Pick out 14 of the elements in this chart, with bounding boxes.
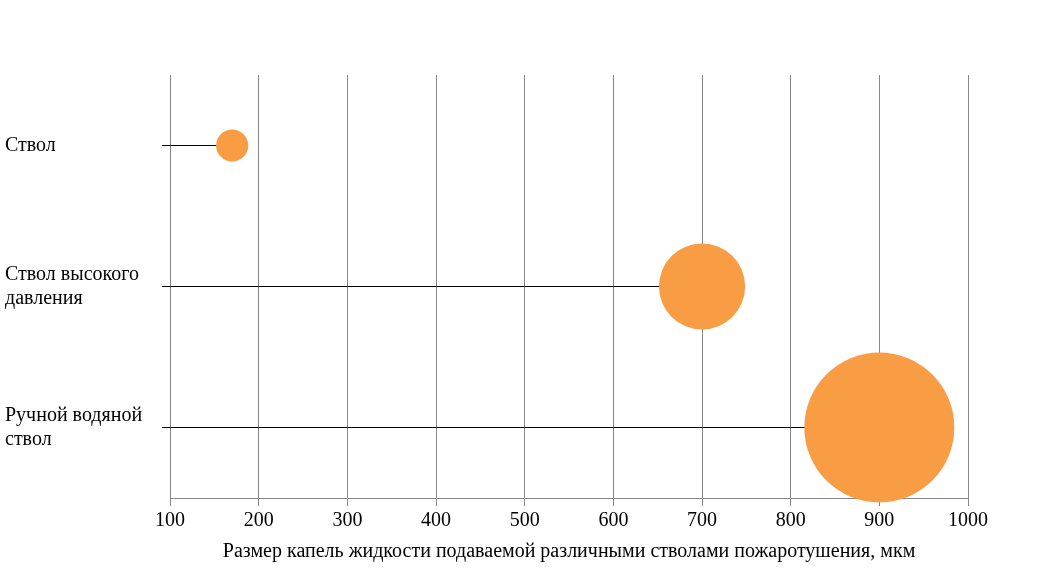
x-axis-title: Размер капель жидкости подаваемой различными стволами пожаротушения, мкм xyxy=(222,539,916,563)
y-tick-label: Ручной водяной ствол xyxy=(5,402,143,449)
x-tick-label: 900 xyxy=(864,508,895,531)
x-tick-label: 400 xyxy=(421,508,452,531)
x-tick-label: 300 xyxy=(332,508,363,531)
x-tick-label: 700 xyxy=(687,508,718,531)
y-tick-label: Ствол xyxy=(5,132,56,155)
x-tick-label: 800 xyxy=(775,508,806,531)
y-tick-label: Ствол высокого давления xyxy=(5,261,140,309)
x-tick-label: 1000 xyxy=(948,508,988,531)
x-tick-label: 500 xyxy=(509,508,540,531)
x-tick-label: 200 xyxy=(243,508,274,531)
x-tick-label: 600 xyxy=(598,508,629,531)
x-tick-label: 100 xyxy=(155,508,186,531)
